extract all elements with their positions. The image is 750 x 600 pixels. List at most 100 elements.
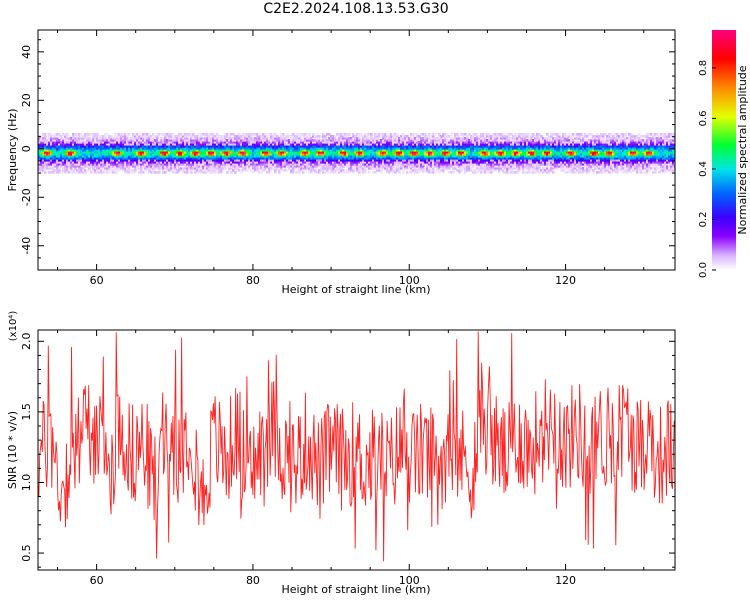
heatmap-cell <box>310 159 313 162</box>
heatmap-cell <box>422 147 425 150</box>
heatmap-cell <box>506 157 509 160</box>
heatmap-cell <box>534 153 537 156</box>
heatmap-cell <box>126 169 129 172</box>
heatmap-cell <box>326 163 329 166</box>
heatmap-cell <box>344 151 347 154</box>
heatmap-cell <box>158 147 161 150</box>
heatmap-cell <box>318 149 321 152</box>
heatmap-cell <box>182 153 185 156</box>
heatmap-cell <box>444 159 447 162</box>
heatmap-cell <box>390 141 393 144</box>
heatmap-cell <box>204 133 207 136</box>
heatmap-cell <box>286 141 289 144</box>
heatmap-cell <box>530 135 533 138</box>
heatmap-cell <box>44 159 47 162</box>
heatmap-cell <box>316 143 319 146</box>
heatmap-cell <box>192 153 195 156</box>
heatmap-cell <box>398 157 401 160</box>
heatmap-cell <box>328 145 331 148</box>
heatmap-cell <box>112 149 115 152</box>
heatmap-cell <box>518 149 521 152</box>
heatmap-cell <box>136 137 139 140</box>
heatmap-cell <box>212 155 215 158</box>
heatmap-cell <box>124 147 127 150</box>
heatmap-cell <box>140 169 143 172</box>
heatmap-cell <box>558 147 561 150</box>
heatmap-cell <box>74 151 77 154</box>
heatmap-cell <box>446 149 449 152</box>
heatmap-cell <box>350 165 353 168</box>
heatmap-cell <box>300 169 303 172</box>
heatmap-cell <box>234 135 237 138</box>
heatmap-cell <box>262 161 265 164</box>
heatmap-cell <box>142 145 145 148</box>
heatmap-cell <box>88 149 91 152</box>
heatmap-cell <box>198 157 201 160</box>
heatmap-cell <box>506 143 509 146</box>
heatmap-cell <box>42 149 45 152</box>
heatmap-cell <box>40 145 43 148</box>
heatmap-cell <box>98 155 101 158</box>
heatmap-cell <box>554 143 557 146</box>
heatmap-cell <box>456 151 459 154</box>
heatmap-cell <box>536 171 539 174</box>
heatmap-cell <box>506 147 509 150</box>
heatmap-cell <box>464 169 467 172</box>
heatmap-cell <box>38 145 41 148</box>
heatmap-cell <box>228 165 231 168</box>
heatmap-cell <box>96 157 99 160</box>
heatmap-cell <box>444 133 447 136</box>
heatmap-cell <box>388 139 391 142</box>
heatmap-cell <box>206 137 209 140</box>
heatmap-cell <box>94 139 97 142</box>
heatmap-cell <box>150 155 153 158</box>
heatmap-cell <box>306 133 309 136</box>
heatmap-cell <box>520 141 523 144</box>
heatmap-cell <box>488 171 491 174</box>
heatmap-cell <box>128 139 131 142</box>
heatmap-cell <box>476 159 479 162</box>
heatmap-cell <box>566 149 569 152</box>
heatmap-cell <box>562 147 565 150</box>
heatmap-cell <box>102 169 105 172</box>
heatmap-cell <box>466 141 469 144</box>
heatmap-cell <box>60 141 63 144</box>
heatmap-cell <box>226 163 229 166</box>
heatmap-cell <box>84 141 87 144</box>
heatmap-cell <box>74 165 77 168</box>
heatmap-cell <box>448 139 451 142</box>
heatmap-cell <box>574 137 577 140</box>
heatmap-cell <box>354 137 357 140</box>
heatmap-cell <box>348 157 351 160</box>
heatmap-cell <box>476 139 479 142</box>
heatmap-cell <box>186 161 189 164</box>
heatmap-cell <box>78 153 81 156</box>
heatmap-cell <box>446 163 449 166</box>
heatmap-cell <box>312 143 315 146</box>
heatmap-cell <box>336 133 339 136</box>
heatmap-cell <box>438 155 441 158</box>
heatmap-cell <box>112 151 115 154</box>
heatmap-cell <box>492 157 495 160</box>
heatmap-cell <box>472 161 475 164</box>
heatmap-cell <box>372 159 375 162</box>
heatmap-cell <box>142 155 145 158</box>
heatmap-cell <box>228 161 231 164</box>
heatmap-cell <box>398 161 401 164</box>
heatmap-cell <box>290 137 293 140</box>
heatmap-cell <box>576 161 579 164</box>
heatmap-cell <box>378 143 381 146</box>
heatmap-cell <box>176 161 179 164</box>
heatmap-cell <box>308 155 311 158</box>
heatmap-cell <box>510 137 513 140</box>
heatmap-cell <box>76 163 79 166</box>
heatmap-cell <box>96 143 99 146</box>
heatmap-cell <box>304 155 307 158</box>
heatmap-cell <box>472 155 475 158</box>
heatmap-cell <box>530 133 533 136</box>
heatmap-cell <box>194 169 197 172</box>
heatmap-cell <box>338 147 341 150</box>
heatmap-cell <box>456 137 459 140</box>
heatmap-cell <box>298 143 301 146</box>
heatmap-cell <box>192 143 195 146</box>
